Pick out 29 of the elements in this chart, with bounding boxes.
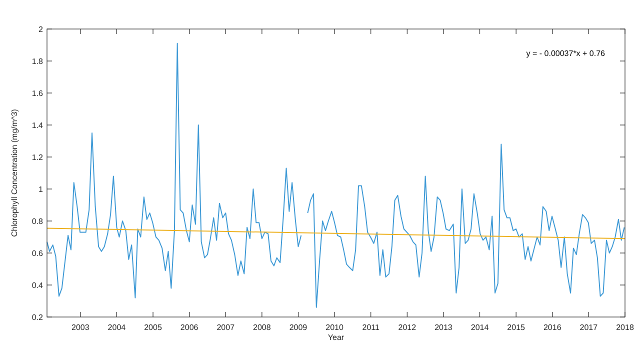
x-tick-label: 2010 [326,323,344,332]
x-axis-title: Year [328,333,344,342]
y-tick-label: 1.6 [32,89,44,98]
x-tick-label: 2011 [362,323,380,332]
x-tick-label: 2016 [543,323,562,332]
x-tick-label: 2014 [470,323,490,332]
x-tick-label: 2012 [398,323,417,332]
y-tick-label: 1 [38,185,44,194]
y-tick-label: 0.4 [32,281,44,290]
x-tick-label: 2015 [507,323,526,332]
y-tick-label: 1.2 [32,153,44,162]
y-axis-title: Chlorophyll Concentration (mg/m^3) [10,108,19,237]
x-tick-label: 2004 [108,323,126,332]
x-tick-label: 2013 [434,323,453,332]
y-tick-label: 1.4 [32,121,44,130]
x-tick-label: 2006 [180,323,199,332]
x-tick-label: 2009 [289,323,308,332]
y-tick-label: 0.6 [32,249,44,258]
x-tick-label: 2018 [616,323,634,332]
x-tick-label: 2007 [216,323,236,332]
x-tick-label: 2008 [253,323,272,332]
y-tick-label: 2 [38,25,44,34]
y-tick-label: 1.8 [32,57,44,66]
x-tick-label: 2017 [580,323,598,332]
x-tick-label: 2003 [72,323,90,332]
y-tick-label: 0.2 [32,313,44,322]
y-tick-label: 0.8 [32,217,44,226]
annotation: y = - 0.00037*x + 0.76 [526,49,606,58]
x-tick-label: 2005 [144,323,162,332]
